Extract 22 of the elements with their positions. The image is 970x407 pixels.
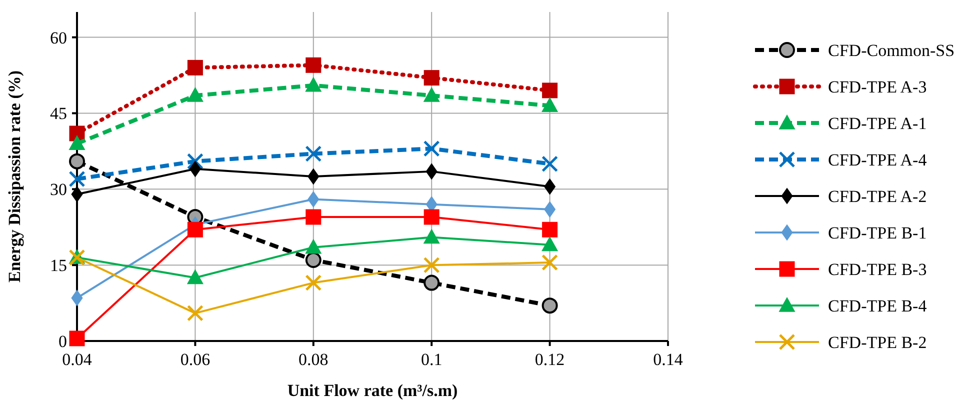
x-axis-title: Unit Flow rate (m³/s.m)	[287, 381, 458, 400]
y-tick-label: 15	[50, 256, 67, 276]
y-tick-label: 60	[50, 28, 67, 48]
x-tick-label: 0.06	[180, 350, 210, 369]
y-tick-label: 0	[58, 332, 67, 351]
legend-label: CFD-TPE A-3	[828, 78, 927, 96]
y-tick-label: 30	[50, 180, 67, 200]
legend-label: CFD-TPE B-4	[828, 296, 928, 316]
x-tick-label: 0.14	[653, 350, 684, 369]
legend-label: CFD-TPE A-1	[828, 114, 927, 133]
legend-label: CFD-TPE B-1	[828, 224, 927, 242]
x-tick-label: 0.1	[420, 350, 442, 369]
x-tick-label: 0.12	[534, 350, 565, 369]
legend-label: CFD-TPE A-4	[828, 150, 928, 170]
legend-label: CFD-TPE B-3	[828, 260, 927, 279]
legend-label: CFD-TPE A-2	[828, 187, 927, 206]
legend-label: CFD-TPE B-2	[828, 333, 927, 352]
y-tick-label: 45	[50, 104, 67, 124]
x-tick-label: 0.04	[62, 350, 92, 369]
x-tick-label: 0.08	[298, 350, 328, 369]
y-axis-title: Energy Dissipassion rate (%)	[5, 70, 24, 283]
legend-label: CFD-Common-SS	[828, 41, 955, 60]
